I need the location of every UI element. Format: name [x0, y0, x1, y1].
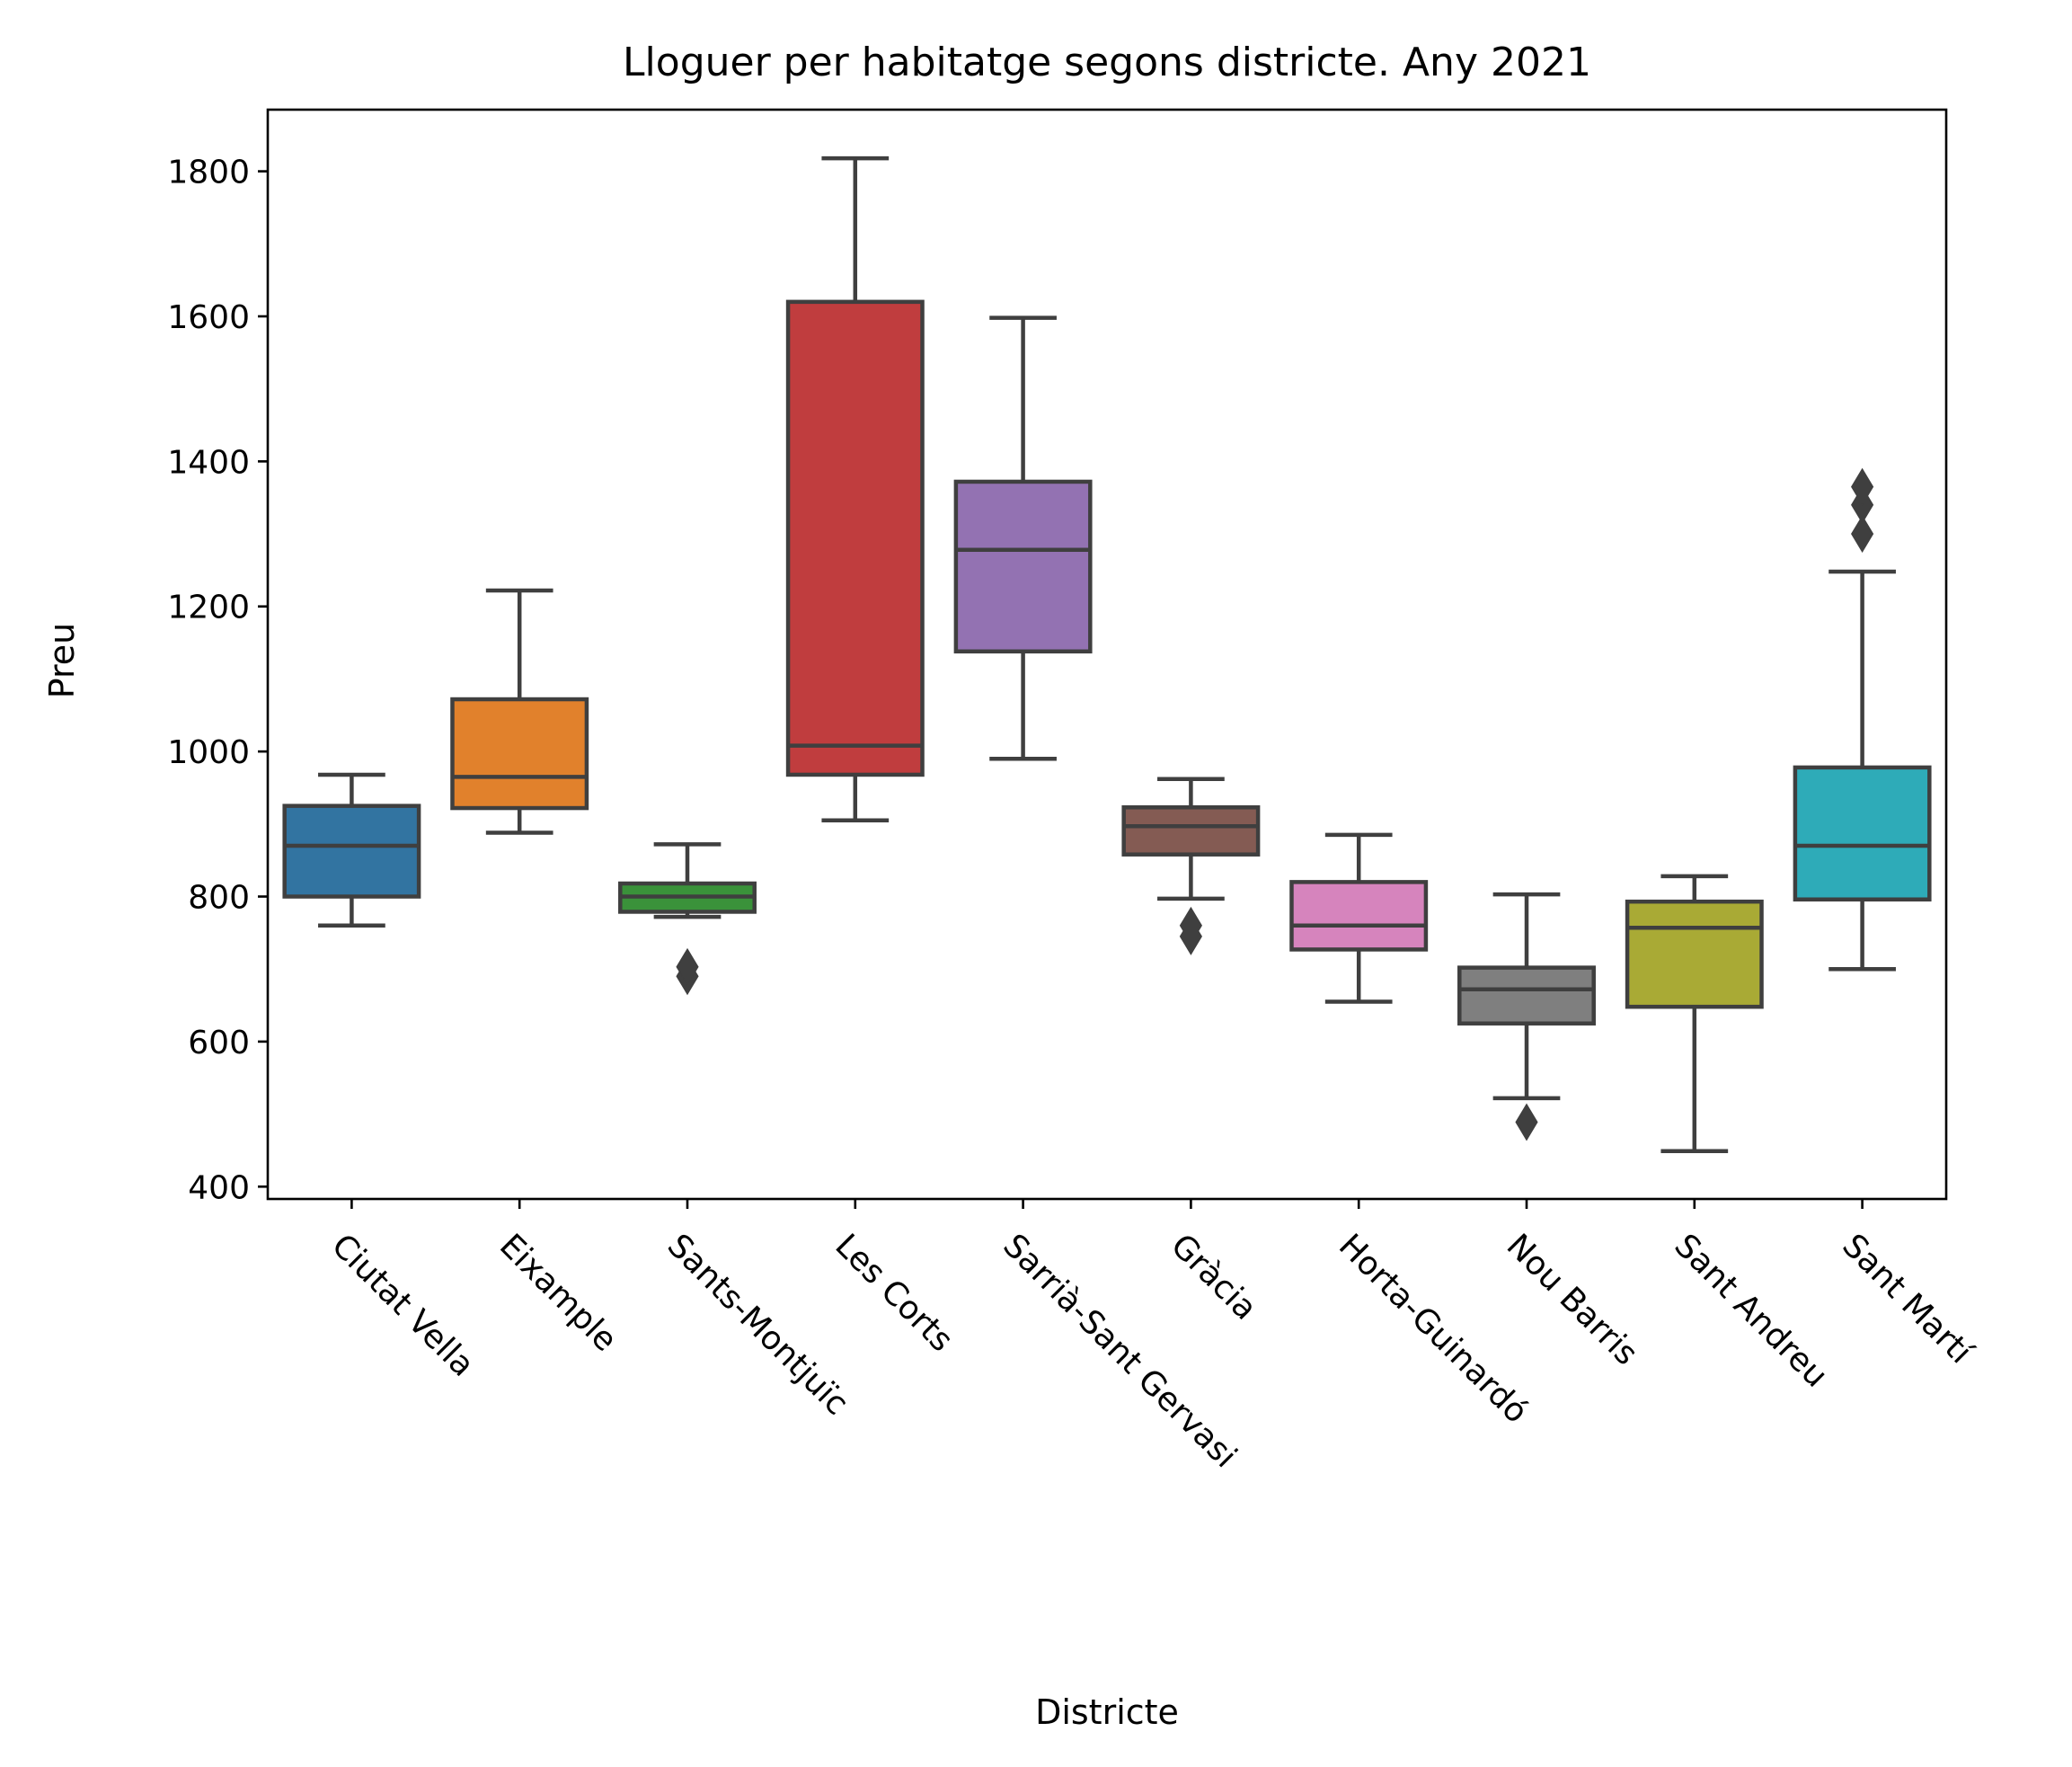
plot-frame — [266, 108, 1948, 1201]
box-body — [1289, 880, 1429, 952]
box-group — [1457, 892, 1596, 1141]
outlier-point — [1515, 1103, 1538, 1141]
outlier-point — [1179, 906, 1202, 945]
box-body — [450, 697, 589, 811]
box-body — [1121, 805, 1261, 857]
box-body — [1625, 899, 1764, 1009]
y-axis-label: Preu — [42, 623, 82, 699]
box-group — [450, 588, 589, 835]
box-body — [785, 299, 925, 777]
y-tick-label: 400 — [188, 1169, 250, 1206]
plot-area — [282, 155, 1932, 1153]
y-tick-label: 1000 — [167, 734, 250, 771]
box-body — [282, 804, 421, 899]
y-tick-label: 800 — [188, 880, 250, 917]
x-tick-label: Sant Martí — [1835, 1227, 1979, 1372]
outlier-point — [1851, 515, 1874, 554]
outlier-point — [676, 947, 699, 986]
outlier-point — [1851, 467, 1874, 506]
x-tick-label: Sants-Montjuïc — [660, 1227, 855, 1422]
x-tick-label: Nou Barris — [1500, 1227, 1645, 1372]
x-tick-label: Ciutat Vella — [324, 1227, 481, 1383]
box-group — [1625, 874, 1764, 1153]
box-body — [1793, 765, 1932, 901]
box-group — [785, 155, 925, 823]
x-tick-label: Gràcia — [1164, 1227, 1263, 1327]
box-group — [618, 842, 757, 996]
box-group — [1793, 467, 1932, 972]
box-body — [953, 479, 1093, 654]
y-tick-label: 600 — [188, 1025, 250, 1061]
box-group — [282, 772, 421, 928]
x-tick-label: Eixample — [492, 1227, 624, 1359]
y-tick-label: 1400 — [167, 444, 250, 481]
y-tick-label: 1200 — [167, 590, 250, 626]
y-axis: 400 600 800 1000 1200 1400 1600 1800 — [167, 155, 268, 1206]
box-body — [1457, 965, 1596, 1026]
y-tick-label: 1600 — [167, 299, 250, 336]
x-tick-label: Sant Andreu — [1667, 1227, 1834, 1394]
chart-title: Lloguer per habitatge segons districte. … — [623, 40, 1591, 85]
x-tick-label: Les Corts — [828, 1227, 960, 1359]
box-group — [953, 315, 1093, 761]
box-group — [1121, 777, 1261, 955]
y-tick-label: 1800 — [167, 155, 250, 191]
box-group — [1289, 832, 1429, 1004]
x-axis-label: Districte — [1035, 1692, 1179, 1732]
